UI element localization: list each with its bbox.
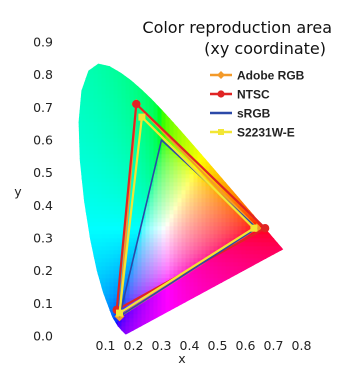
chart-title-line1: Color reproduction area <box>142 18 332 37</box>
x-tick-label: 0.4 <box>180 338 200 353</box>
y-axis-ticks: 0.0 0.1 0.2 0.3 0.4 0.5 0.6 0.7 0.8 0.9 <box>33 35 53 344</box>
x-tick-label: 0.8 <box>292 338 312 353</box>
legend-label: S2231W-E <box>237 126 295 140</box>
legend-item: Adobe RGB <box>210 69 305 83</box>
gamut-triangles <box>112 99 270 322</box>
x-axis-label: x <box>178 351 185 366</box>
chart-title-line2: (xy coordinate) <box>204 39 326 58</box>
legend-item: NTSC <box>210 88 270 102</box>
y-tick-label: 0.4 <box>33 198 53 213</box>
data-point <box>138 113 146 121</box>
y-axis-label: y <box>14 184 22 199</box>
legend-label: NTSC <box>237 88 270 102</box>
legend-label: Adobe RGB <box>237 69 305 83</box>
y-tick-label: 0.8 <box>33 67 53 82</box>
x-tick-label: 0.1 <box>96 338 116 353</box>
data-point <box>250 224 258 232</box>
legend-label: sRGB <box>237 107 271 121</box>
y-tick-label: 0.5 <box>33 165 53 180</box>
x-tick-label: 0.6 <box>236 338 256 353</box>
x-tick-label: 0.2 <box>124 338 144 353</box>
legend: Adobe RGB NTSC sRGB S2231W-E <box>206 66 320 144</box>
data-point <box>116 309 123 317</box>
y-tick-label: 0.0 <box>33 329 53 344</box>
x-tick-label: 0.3 <box>152 338 172 353</box>
series-s2231w-e <box>116 113 258 317</box>
data-point <box>132 99 141 109</box>
y-tick-label: 0.3 <box>33 231 53 246</box>
y-tick-label: 0.6 <box>33 133 53 148</box>
x-tick-label: 0.7 <box>264 338 284 353</box>
y-tick-label: 0.2 <box>33 263 53 278</box>
gamut-triangle <box>118 115 255 315</box>
legend-item: sRGB <box>210 107 271 121</box>
y-tick-label: 0.9 <box>33 35 53 50</box>
x-tick-label: 0.5 <box>208 338 228 353</box>
y-tick-label: 0.7 <box>33 100 53 115</box>
legend-item: S2231W-E <box>210 126 295 140</box>
data-point <box>260 223 270 233</box>
y-tick-label: 0.1 <box>33 296 53 311</box>
x-axis-ticks: 0.1 0.2 0.3 0.4 0.5 0.6 0.7 0.8 <box>96 338 312 353</box>
